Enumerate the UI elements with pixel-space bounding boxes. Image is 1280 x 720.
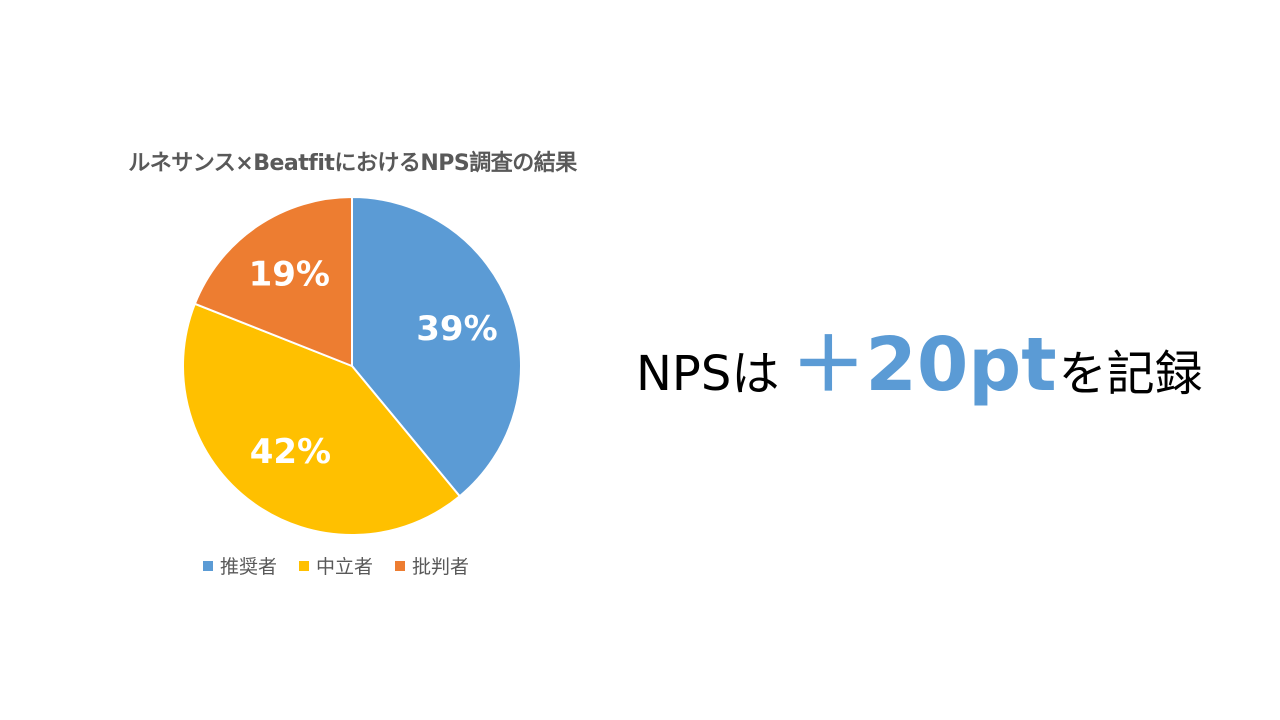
legend-swatch-promoters bbox=[203, 560, 213, 571]
slice-label-promoters: 39% bbox=[416, 309, 497, 349]
headline-prefix: NPSは bbox=[636, 346, 780, 402]
legend-swatch-detractors bbox=[395, 560, 406, 571]
headline-suffix: を記録 bbox=[1058, 346, 1203, 402]
slice-passives bbox=[182, 302, 462, 537]
headline: NPSは ＋20pt を記録 bbox=[636, 305, 1203, 415]
slice-promoters bbox=[351, 195, 523, 498]
legend-label-detractors: 批判者 bbox=[412, 556, 470, 578]
legend-swatch-passives bbox=[299, 560, 310, 571]
legend: 推奨者 中立者 批判者 bbox=[203, 552, 503, 579]
slice-label-detractors: 19% bbox=[249, 255, 330, 295]
slice-detractors bbox=[193, 195, 353, 368]
chart-title: ルネサンス×BeatfitにおけるNPS調査の結果 bbox=[128, 151, 577, 176]
legend-label-passives: 中立者 bbox=[316, 556, 374, 578]
slice-label-passives: 42% bbox=[250, 432, 331, 472]
headline-value: ＋20pt bbox=[791, 322, 1057, 408]
legend-label-promoters: 推奨者 bbox=[220, 556, 278, 578]
legend-item-promoters: 推奨者 bbox=[203, 552, 277, 579]
legend-item-detractors: 批判者 bbox=[395, 552, 469, 579]
legend-item-passives: 中立者 bbox=[299, 552, 373, 579]
